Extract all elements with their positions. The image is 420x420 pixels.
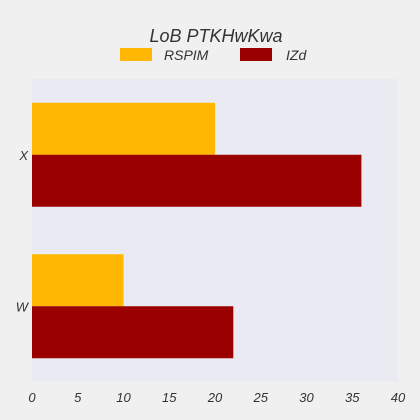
x-tick-label: 35 bbox=[345, 390, 360, 405]
y-tick-label: W bbox=[16, 299, 30, 314]
y-tick-labels: XW bbox=[16, 148, 30, 315]
chart-title: LoB PTKHwKwa bbox=[149, 26, 282, 46]
x-tick-label: 15 bbox=[162, 390, 177, 405]
x-tick-labels: 0 5 10 15 20 25 30 35 40 bbox=[28, 390, 406, 405]
y-tick-label: X bbox=[18, 148, 29, 163]
x-tick-label: 40 bbox=[391, 390, 406, 405]
legend-label-rspim: RSPIM bbox=[164, 47, 209, 63]
legend-swatch-izd bbox=[240, 48, 272, 61]
bar-izd-x bbox=[32, 154, 362, 207]
x-tick-label: 30 bbox=[299, 390, 314, 405]
bar-rspim-x bbox=[32, 102, 215, 155]
legend-label-izd: IZd bbox=[286, 47, 307, 63]
x-tick-label: 10 bbox=[116, 390, 131, 405]
bars-group bbox=[32, 102, 362, 359]
legend: RSPIM IZd bbox=[120, 47, 307, 63]
x-tick-label: 20 bbox=[207, 390, 223, 405]
x-tick-label: 5 bbox=[74, 390, 82, 405]
bar-rspim-w bbox=[32, 254, 124, 307]
x-tick-label: 0 bbox=[28, 390, 36, 405]
legend-swatch-rspim bbox=[120, 48, 152, 61]
x-tick-label: 25 bbox=[253, 390, 269, 405]
bar-izd-w bbox=[32, 306, 234, 359]
